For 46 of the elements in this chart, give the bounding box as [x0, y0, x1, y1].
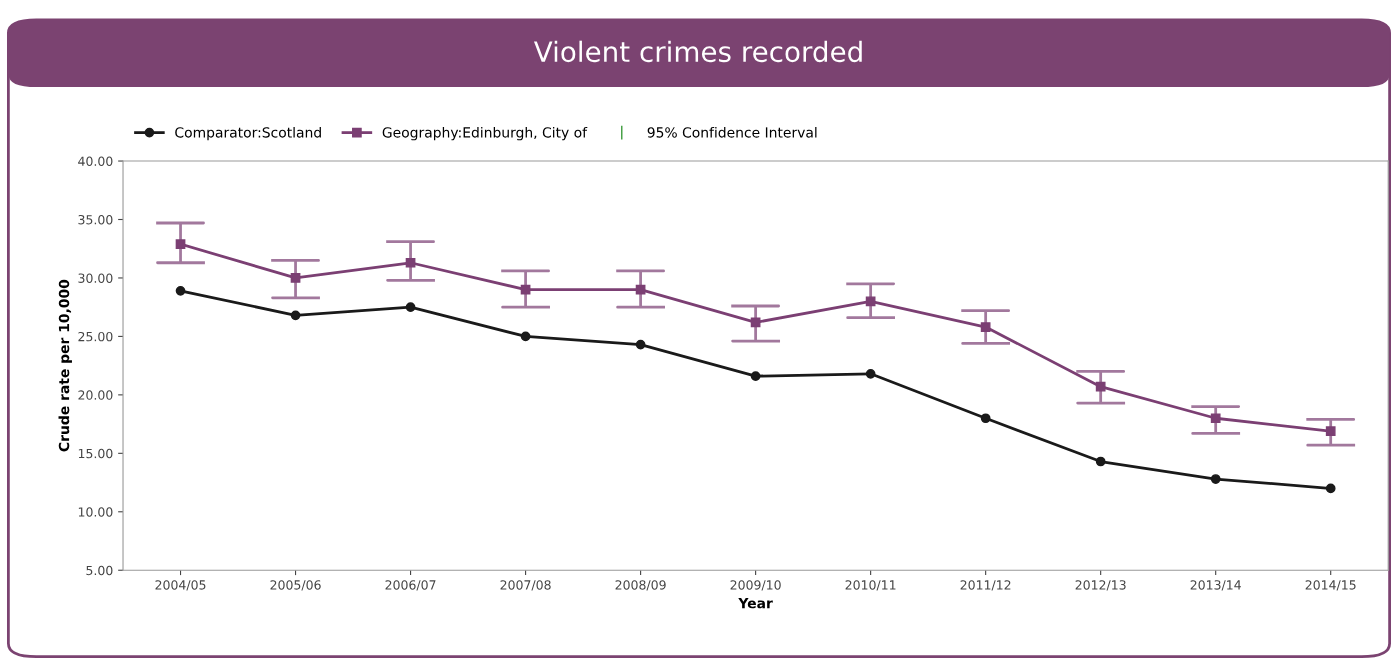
x-tick-label: 2007/08 — [500, 580, 551, 591]
point — [980, 322, 991, 332]
x-tick-label: 2008/09 — [615, 580, 666, 591]
y-tick-label: 40.00 — [78, 156, 113, 166]
x-tick-label: 2011/12 — [960, 580, 1011, 591]
point — [1325, 426, 1336, 436]
y-tick-label: 15.00 — [78, 448, 113, 459]
x-tick-label: 2010/11 — [845, 580, 896, 591]
y-axis-title: Crude rate per 10,000 — [58, 279, 72, 452]
y-tick-label: 20.00 — [78, 390, 113, 400]
x-tick-label: 2006/07 — [385, 580, 436, 591]
point — [175, 285, 186, 296]
point — [750, 371, 761, 382]
y-tick-label: 10.00 — [78, 507, 113, 517]
x-tick-label: 2014/15 — [1305, 580, 1356, 591]
x-tick-label: 2004/05 — [155, 580, 206, 591]
y-tick-label: 25.00 — [78, 331, 113, 342]
point — [1325, 483, 1336, 494]
x-axis-title: Year — [738, 598, 773, 609]
y-tick-label: 5.00 — [86, 565, 113, 576]
point — [405, 257, 416, 268]
x-tick-label: 2009/10 — [730, 580, 781, 591]
y-tick-label: 30.00 — [78, 273, 113, 283]
x-tick-label: 2013/14 — [1190, 580, 1241, 591]
x-tick-label: 2005/06 — [270, 580, 321, 591]
legend-label: Comparator:Scotland — [175, 126, 321, 141]
chart-title: Violent crimes recorded — [533, 40, 862, 63]
point — [1210, 413, 1221, 424]
point — [980, 413, 991, 424]
point — [175, 239, 186, 249]
point — [405, 302, 416, 313]
point — [1095, 381, 1106, 392]
point — [635, 339, 646, 350]
x-tick-label: 2012/13 — [1075, 580, 1126, 591]
point — [290, 310, 301, 321]
point — [520, 284, 531, 295]
point — [865, 368, 876, 379]
y-tick-label: 35.00 — [78, 214, 113, 225]
point — [1095, 456, 1106, 467]
point — [290, 273, 301, 283]
point — [1210, 474, 1221, 484]
point — [865, 296, 876, 307]
point — [520, 331, 531, 342]
text: 95% Confidence Interval — [647, 126, 817, 138]
legend-label: Geography:Edinburgh, City of — [382, 126, 588, 141]
point — [635, 284, 646, 295]
